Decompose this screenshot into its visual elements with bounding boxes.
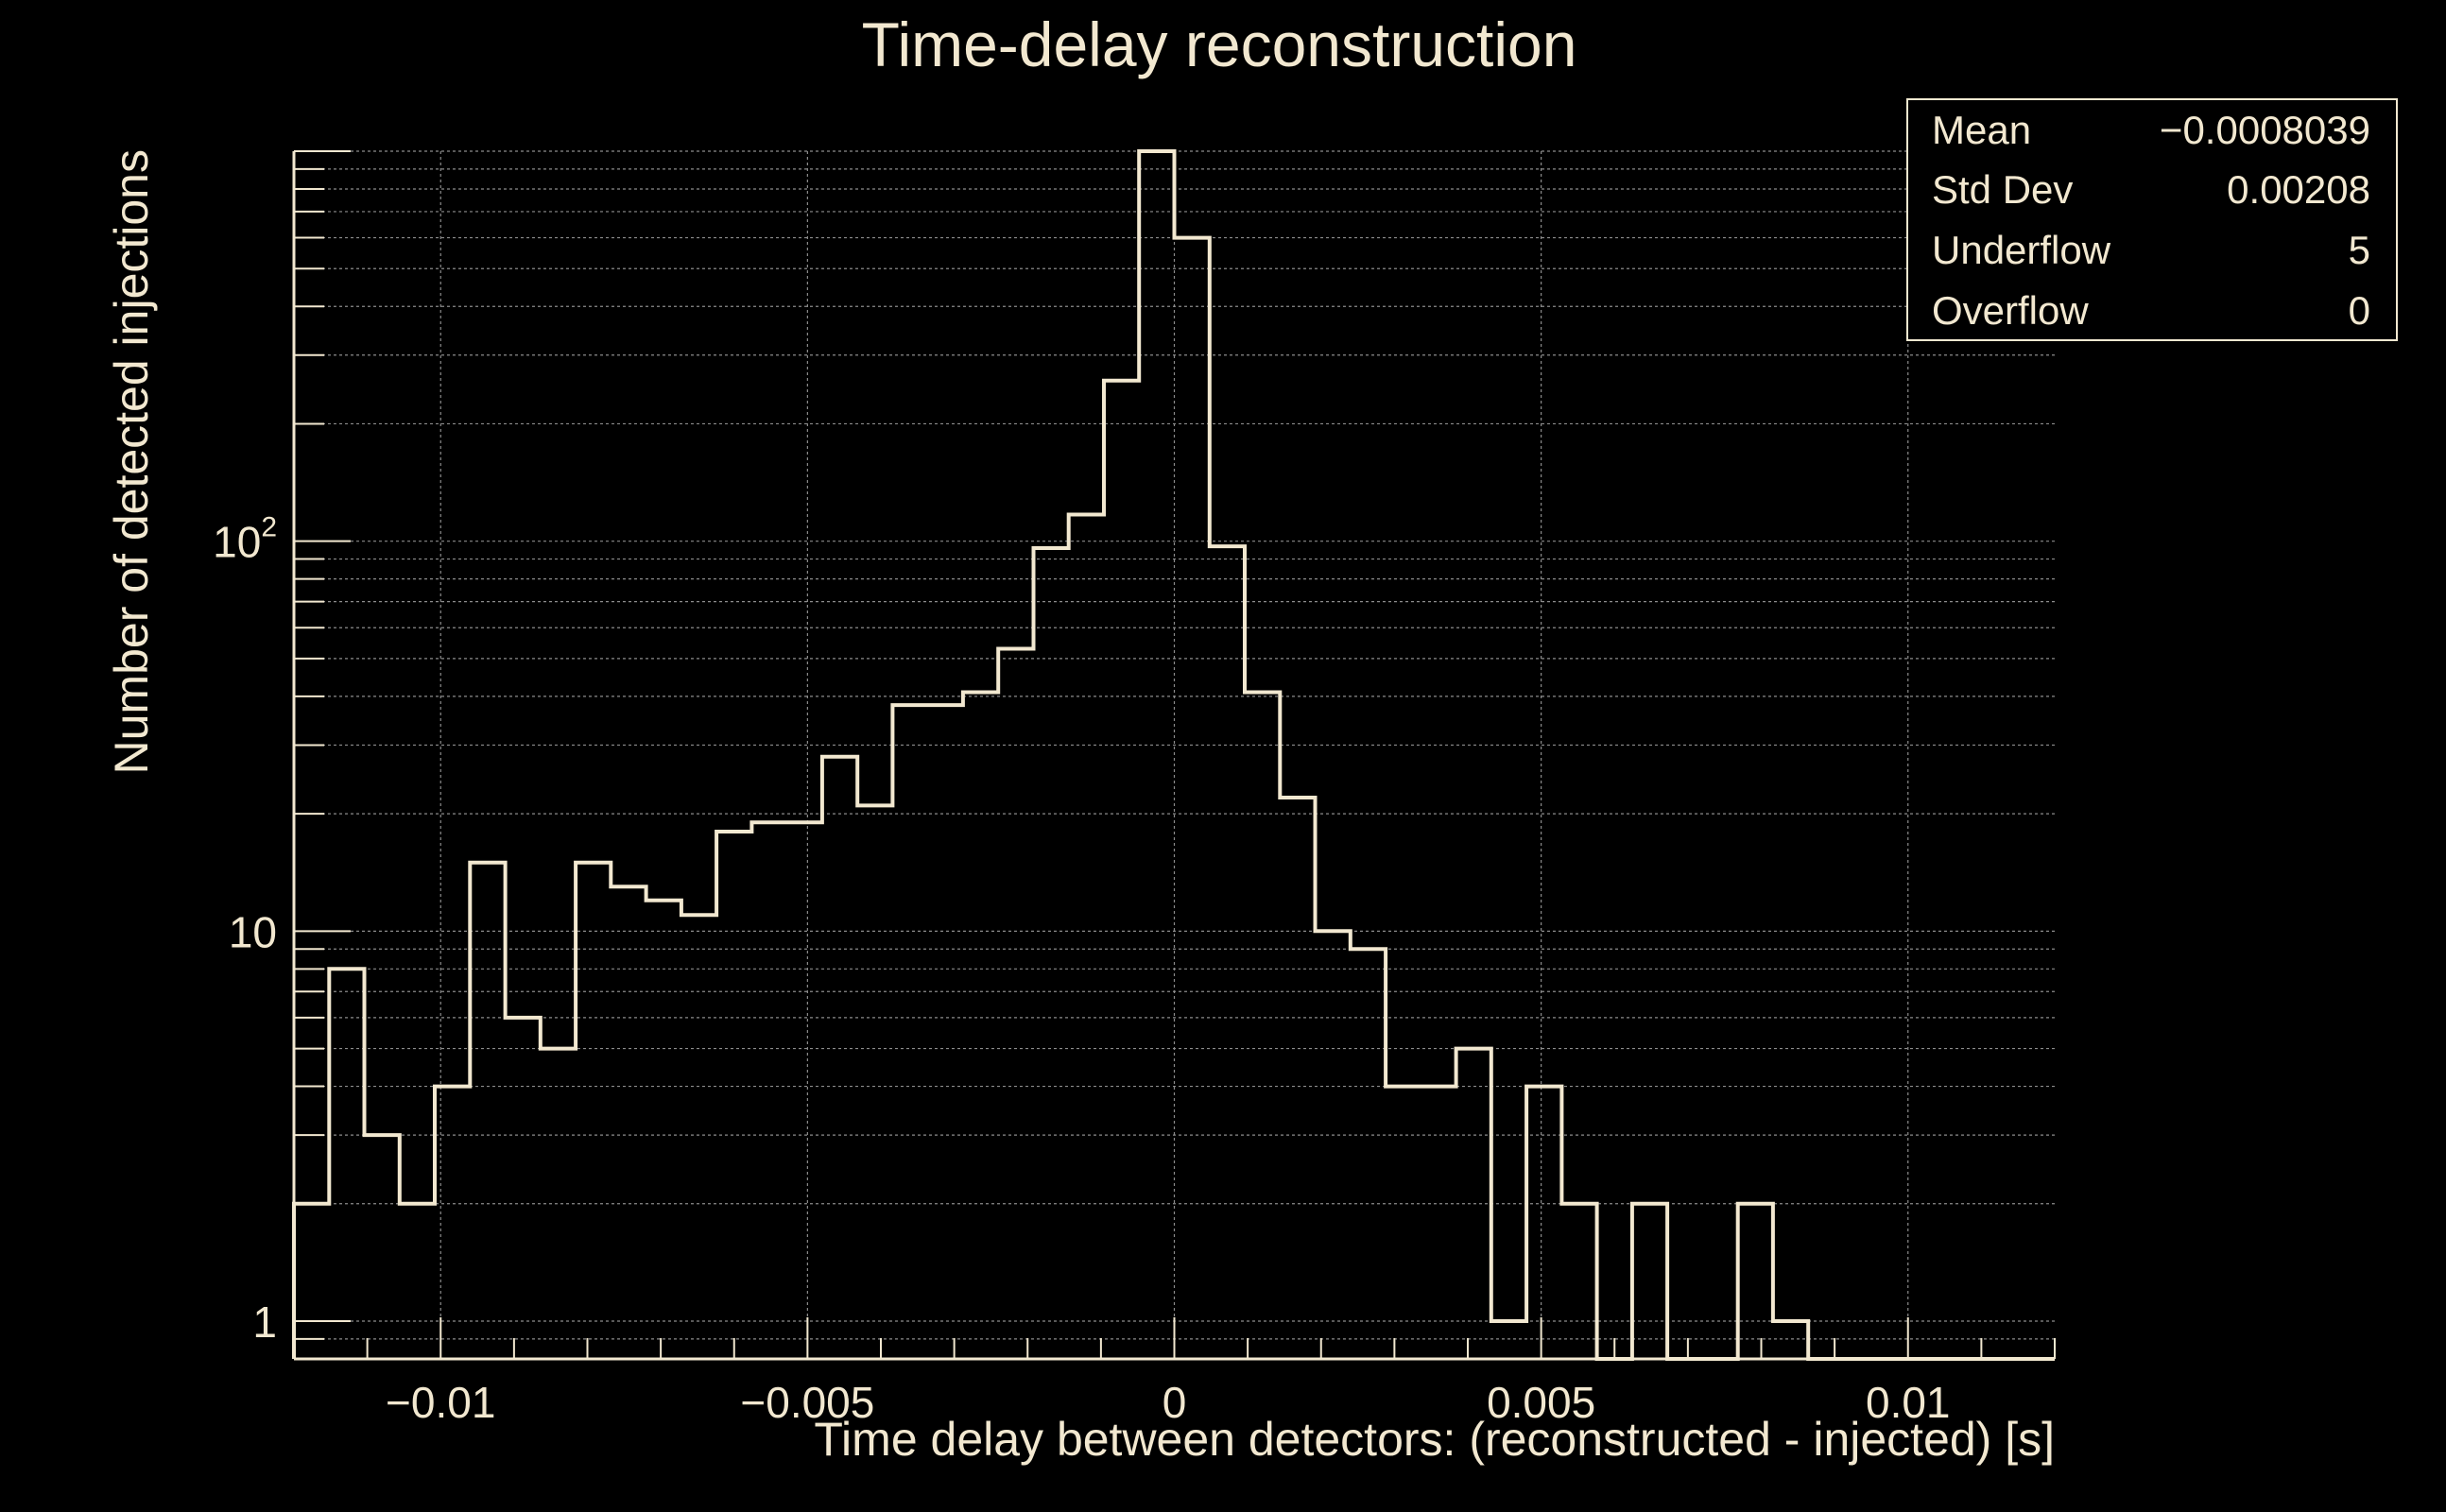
stats-box: Mean −0.0008039 Std Dev 0.00208 Underflo… (1906, 98, 2398, 341)
y-axis-label: Number of detected injections (105, 149, 158, 774)
y-tick-label-base: 10 (213, 518, 261, 567)
stats-underflow-value: 5 (2349, 228, 2370, 272)
y-tick-label-exponent: 2 (261, 512, 277, 543)
x-tick-label: −0.01 (386, 1378, 495, 1427)
chart-title: Time-delay reconstruction (862, 9, 1577, 79)
x-tick-label: 0 (1163, 1378, 1187, 1427)
y-tick-label-base: 1 (252, 1297, 277, 1347)
stats-mean-value: −0.0008039 (2160, 108, 2370, 152)
stats-overflow-value: 0 (2349, 288, 2370, 333)
y-tick-label: 1 (252, 1297, 277, 1347)
x-tick-label: 0.005 (1487, 1378, 1595, 1427)
x-tick-label: 0.01 (1866, 1378, 1951, 1427)
grid-lines (294, 150, 2055, 1360)
axes-frame (292, 151, 2055, 1361)
stats-box-frame (1906, 98, 2398, 341)
histogram-outline (292, 149, 2055, 1361)
stats-overflow-label: Overflow (1932, 288, 2089, 333)
stats-stddev-label: Std Dev (1932, 167, 2073, 212)
y-tick-label: 10 (229, 907, 277, 956)
x-tick-labels: −0.01 −0.005 0 0.005 0.01 (386, 1378, 1950, 1427)
x-axis-label: Time delay between detectors: (reconstru… (814, 1413, 2055, 1466)
x-tick-label: −0.005 (740, 1378, 874, 1427)
stats-underflow-label: Underflow (1932, 228, 2111, 272)
y-tick-label: 102 (213, 512, 277, 567)
stats-stddev-value: 0.00208 (2227, 167, 2370, 212)
y-tick-label-base: 10 (229, 907, 277, 956)
stats-mean-label: Mean (1932, 108, 2031, 152)
axis-ticks (293, 150, 2056, 1360)
